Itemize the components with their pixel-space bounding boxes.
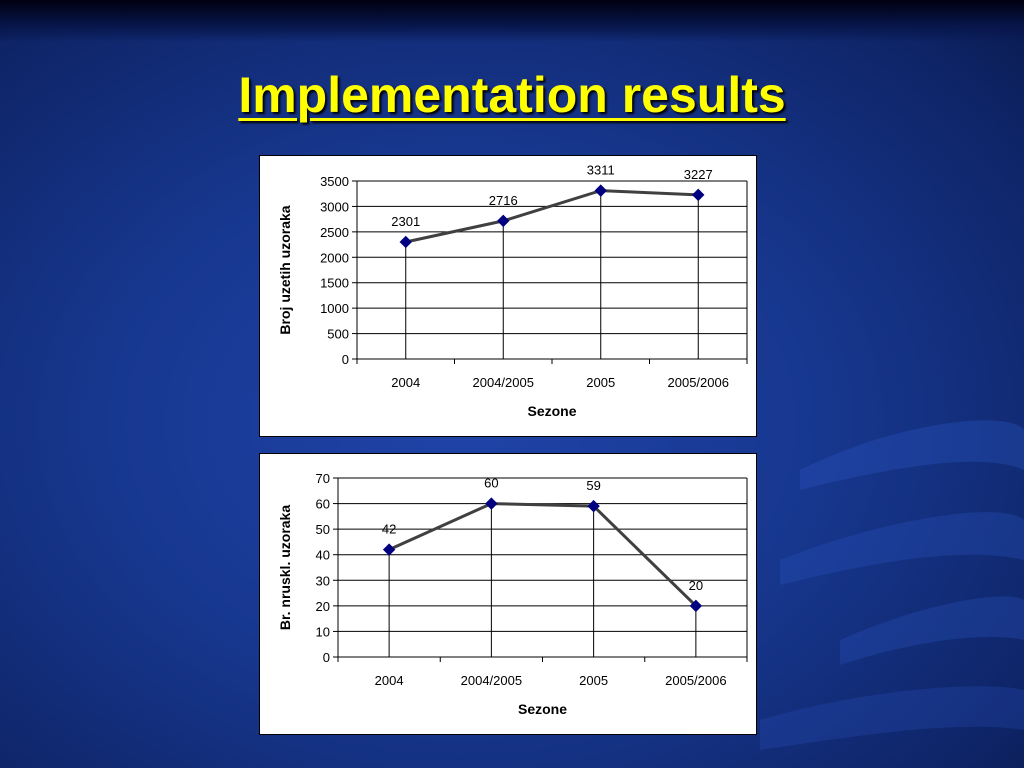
y-tick-label: 20 xyxy=(316,599,330,614)
x-axis-title: Sezone xyxy=(527,403,576,419)
y-tick-label: 0 xyxy=(342,352,349,367)
unsuccessful-samples-chart: 0 10 20 30 40 50 60 70 2004 2004/2005 2005 2005/200… xyxy=(259,453,757,735)
samples-taken-chart: 0 500 1000 1500 2000 2500 3000 3500 2004 2004/200… xyxy=(259,155,757,437)
x-axis-title: Sezone xyxy=(518,701,567,717)
y-tick-label: 40 xyxy=(316,548,330,563)
x-tick-label: 2005/2006 xyxy=(668,375,729,390)
y-tick-label: 0 xyxy=(323,650,330,665)
data-label: 20 xyxy=(689,578,703,593)
y-tick-label: 2500 xyxy=(320,225,349,240)
x-tick-label: 2004/2005 xyxy=(473,375,534,390)
y-tick-label: 3000 xyxy=(320,199,349,214)
data-label: 42 xyxy=(382,522,396,537)
y-tick-label: 3500 xyxy=(320,174,349,189)
x-tick-label: 2004/2005 xyxy=(461,673,522,688)
y-tick-label: 60 xyxy=(316,497,330,512)
unsuccessful-samples-chart-svg: 0 10 20 30 40 50 60 70 2004 2004/2005 2005 2005/200… xyxy=(277,471,748,717)
data-label: 60 xyxy=(484,476,498,491)
series-line xyxy=(405,189,699,244)
y-tick-label: 500 xyxy=(327,327,349,342)
data-label: 2716 xyxy=(489,193,518,208)
slide-title: Implementation results xyxy=(238,67,786,123)
y-tick-label: 1000 xyxy=(320,301,349,316)
data-point-marker xyxy=(497,214,510,228)
data-point-marker xyxy=(382,543,396,556)
data-label: 3311 xyxy=(587,163,615,178)
data-point-marker xyxy=(692,188,705,202)
y-tick-label: 2000 xyxy=(320,250,349,265)
y-axis-title: Br. nruskl. uzoraka xyxy=(277,505,293,630)
y-tick-label: 10 xyxy=(316,624,330,639)
data-point-marker xyxy=(485,497,498,510)
samples-taken-chart-svg: 0 500 1000 1500 2000 2500 3000 3500 2004 2004/200… xyxy=(277,163,748,419)
top-band xyxy=(0,0,1024,42)
data-point-marker xyxy=(399,235,412,249)
y-tick-label: 1500 xyxy=(320,276,349,291)
y-tick-label: 50 xyxy=(316,522,330,537)
x-tick-label: 2004 xyxy=(375,673,404,688)
y-axis-title: Broj uzetih uzoraka xyxy=(277,205,293,334)
x-tick-label: 2005/2006 xyxy=(665,673,726,688)
data-point-marker xyxy=(594,184,607,197)
series-line xyxy=(388,502,697,607)
data-label: 59 xyxy=(586,478,600,493)
data-label: 3227 xyxy=(684,167,713,182)
y-tick-label: 30 xyxy=(316,573,330,588)
data-label: 2301 xyxy=(391,214,420,229)
x-tick-label: 2005 xyxy=(586,375,615,390)
data-point-marker xyxy=(587,499,600,513)
x-tick-label: 2005 xyxy=(579,673,608,688)
y-tick-label: 70 xyxy=(316,471,330,486)
x-tick-label: 2004 xyxy=(391,375,420,390)
data-point-marker xyxy=(689,599,703,613)
